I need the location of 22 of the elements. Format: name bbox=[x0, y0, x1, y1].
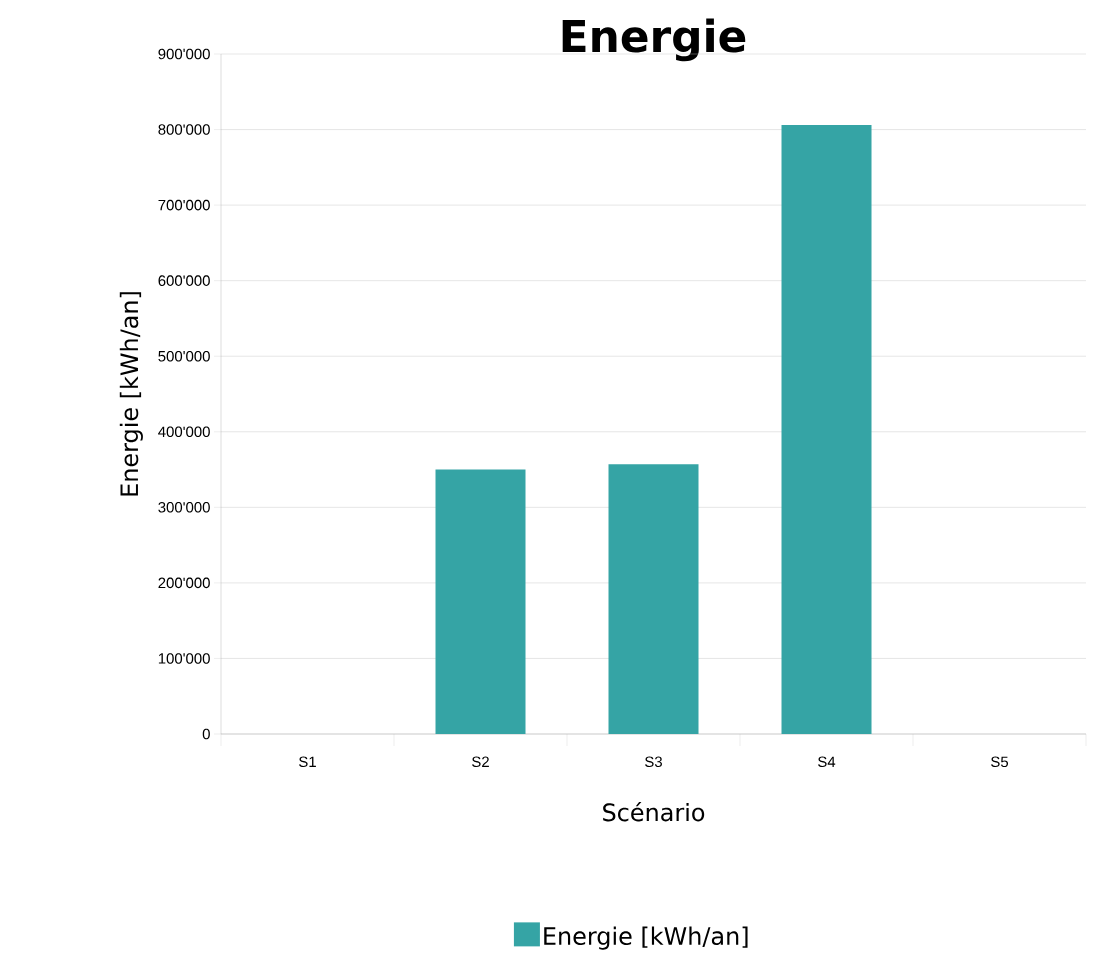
y-tick-label: 600'000 bbox=[158, 275, 210, 286]
x-tick-label: S3 bbox=[645, 756, 662, 768]
y-axis-title: Energie [kWh/an] bbox=[119, 292, 143, 496]
x-tick-label: S2 bbox=[472, 756, 489, 768]
bar bbox=[435, 469, 526, 734]
y-tick-label: 300'000 bbox=[158, 502, 210, 513]
y-tick-label: 400'000 bbox=[158, 426, 210, 438]
x-tick-label: S1 bbox=[299, 756, 316, 768]
x-axis-title: Scénario bbox=[603, 801, 705, 822]
y-tick-label: 0 bbox=[202, 728, 210, 740]
y-tick-label: 100'000 bbox=[158, 653, 210, 664]
bar bbox=[781, 125, 872, 734]
y-tick-label: 500'000 bbox=[158, 350, 210, 362]
y-tick-label: 800'000 bbox=[158, 124, 210, 135]
chart-title: Energie bbox=[562, 18, 746, 62]
x-tick-label: S4 bbox=[818, 756, 836, 768]
y-tick-label: 900'000 bbox=[158, 48, 210, 60]
bar bbox=[608, 464, 699, 734]
x-tick-label: S5 bbox=[991, 756, 1009, 768]
y-tick-label: 700'000 bbox=[158, 199, 210, 211]
legend-label: Energie [kWh/an] bbox=[544, 926, 748, 950]
y-tick-label: 200'000 bbox=[158, 577, 210, 589]
